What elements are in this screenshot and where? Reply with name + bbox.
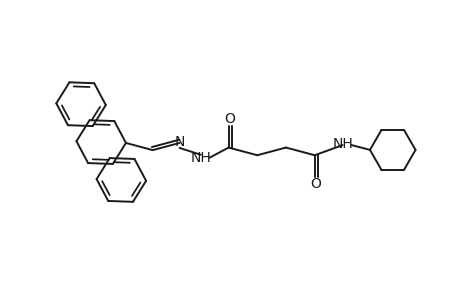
Text: O: O: [309, 177, 320, 191]
Text: NH: NH: [331, 137, 352, 151]
Text: O: O: [224, 112, 235, 126]
Text: N: N: [174, 135, 185, 149]
Text: NH: NH: [190, 151, 211, 165]
